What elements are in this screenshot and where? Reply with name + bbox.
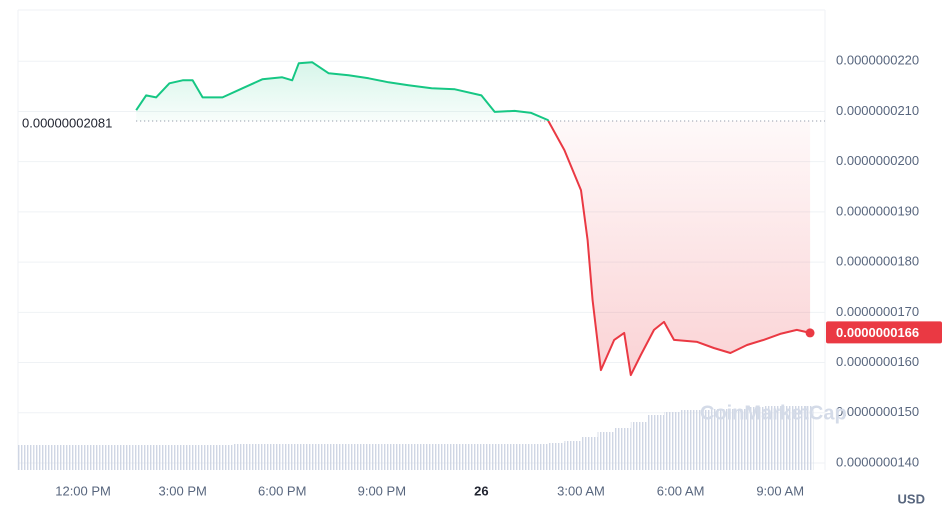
y-tick-label: 0.0000000200: [836, 153, 919, 168]
y-tick-label: 0.0000000180: [836, 254, 919, 269]
volume-bar: [415, 444, 432, 470]
y-tick-label: 0.0000000190: [836, 203, 919, 218]
volume-bar: [464, 444, 482, 470]
volume-bar: [315, 444, 333, 470]
volume-bar: [182, 445, 200, 470]
volume-bar: [647, 415, 664, 470]
volume-bar: [597, 432, 615, 470]
y-tick-label: 0.0000000170: [836, 304, 919, 319]
x-tick-label: 6:00 AM: [657, 483, 705, 498]
volume-bar: [16, 445, 34, 470]
price-line: [135, 61, 811, 377]
x-tick-label: 3:00 AM: [557, 483, 605, 498]
volume-bar: [730, 409, 747, 470]
volume-bar: [763, 406, 781, 470]
volume-bar: [498, 444, 515, 470]
x-tick-label: 6:00 PM: [258, 483, 306, 498]
volume-bar: [282, 444, 299, 470]
volume-bar: [514, 444, 532, 470]
volume-bar: [33, 445, 50, 470]
volume-bar: [713, 409, 731, 470]
volume-bar: [780, 406, 797, 470]
current-price-badge: [826, 321, 942, 344]
volume-bar: [149, 445, 167, 470]
volume-bar: [614, 428, 631, 470]
volume-bar: [431, 444, 449, 470]
volume-bar: [215, 445, 233, 470]
volume-bar: [398, 444, 416, 470]
volume-bar: [680, 410, 698, 470]
last-point: [805, 328, 815, 338]
volume-bar: [199, 445, 216, 470]
volume-bar: [99, 445, 117, 470]
volume-bar: [697, 410, 714, 470]
watermark: CoinMarketCap: [700, 402, 847, 424]
y-tick-label: 0.0000000160: [836, 354, 919, 369]
volume-bar: [249, 444, 266, 470]
volume-bar: [547, 443, 565, 470]
volume-bar: [448, 444, 465, 470]
volume-bar: [265, 444, 283, 470]
volume-bar: [564, 441, 582, 470]
volume-bar: [531, 444, 548, 470]
x-tick-label: 12:00 PM: [55, 483, 111, 498]
plot: 0.0000000140 0.0000000150 0.0000000160 0.00…: [16, 9, 942, 498]
y-tick-label: 0.0000000220: [836, 53, 919, 68]
baseline-label: 0.00000002081: [22, 115, 112, 130]
x-tick-label: 9:00 PM: [358, 483, 406, 498]
volume-bar: [796, 406, 814, 470]
volume-bar: [332, 444, 349, 470]
volume-bar: [298, 444, 316, 470]
volume-bar: [381, 444, 399, 470]
y-tick-label: 0.0000000210: [836, 103, 919, 118]
y-tick-label: 0.0000000140: [836, 454, 919, 469]
volume-bar: [66, 445, 84, 470]
x-tick-label: 9:00 AM: [756, 483, 804, 498]
current-price-label: 0.0000000166: [836, 325, 919, 340]
volume-bar: [166, 445, 183, 470]
volume-bar: [132, 445, 150, 470]
volume-bar: [232, 444, 250, 470]
volume-bar: [746, 407, 764, 470]
volume-bar: [348, 444, 366, 470]
volume-bar: [663, 412, 681, 470]
volume-bar: [116, 445, 133, 470]
volume-bar: [630, 422, 648, 470]
y-tick-label: 0.0000000150: [836, 404, 919, 419]
volume-bar: [481, 444, 499, 470]
volume-bar: [83, 445, 100, 470]
x-tick-label: 3:00 PM: [158, 483, 206, 498]
volume-bar: [49, 445, 67, 470]
currency-label: USD: [898, 491, 925, 506]
price-area: [136, 62, 811, 376]
volume-bar: [581, 437, 598, 470]
x-tick-label: 26: [474, 483, 488, 498]
volume-bar: [365, 444, 382, 470]
